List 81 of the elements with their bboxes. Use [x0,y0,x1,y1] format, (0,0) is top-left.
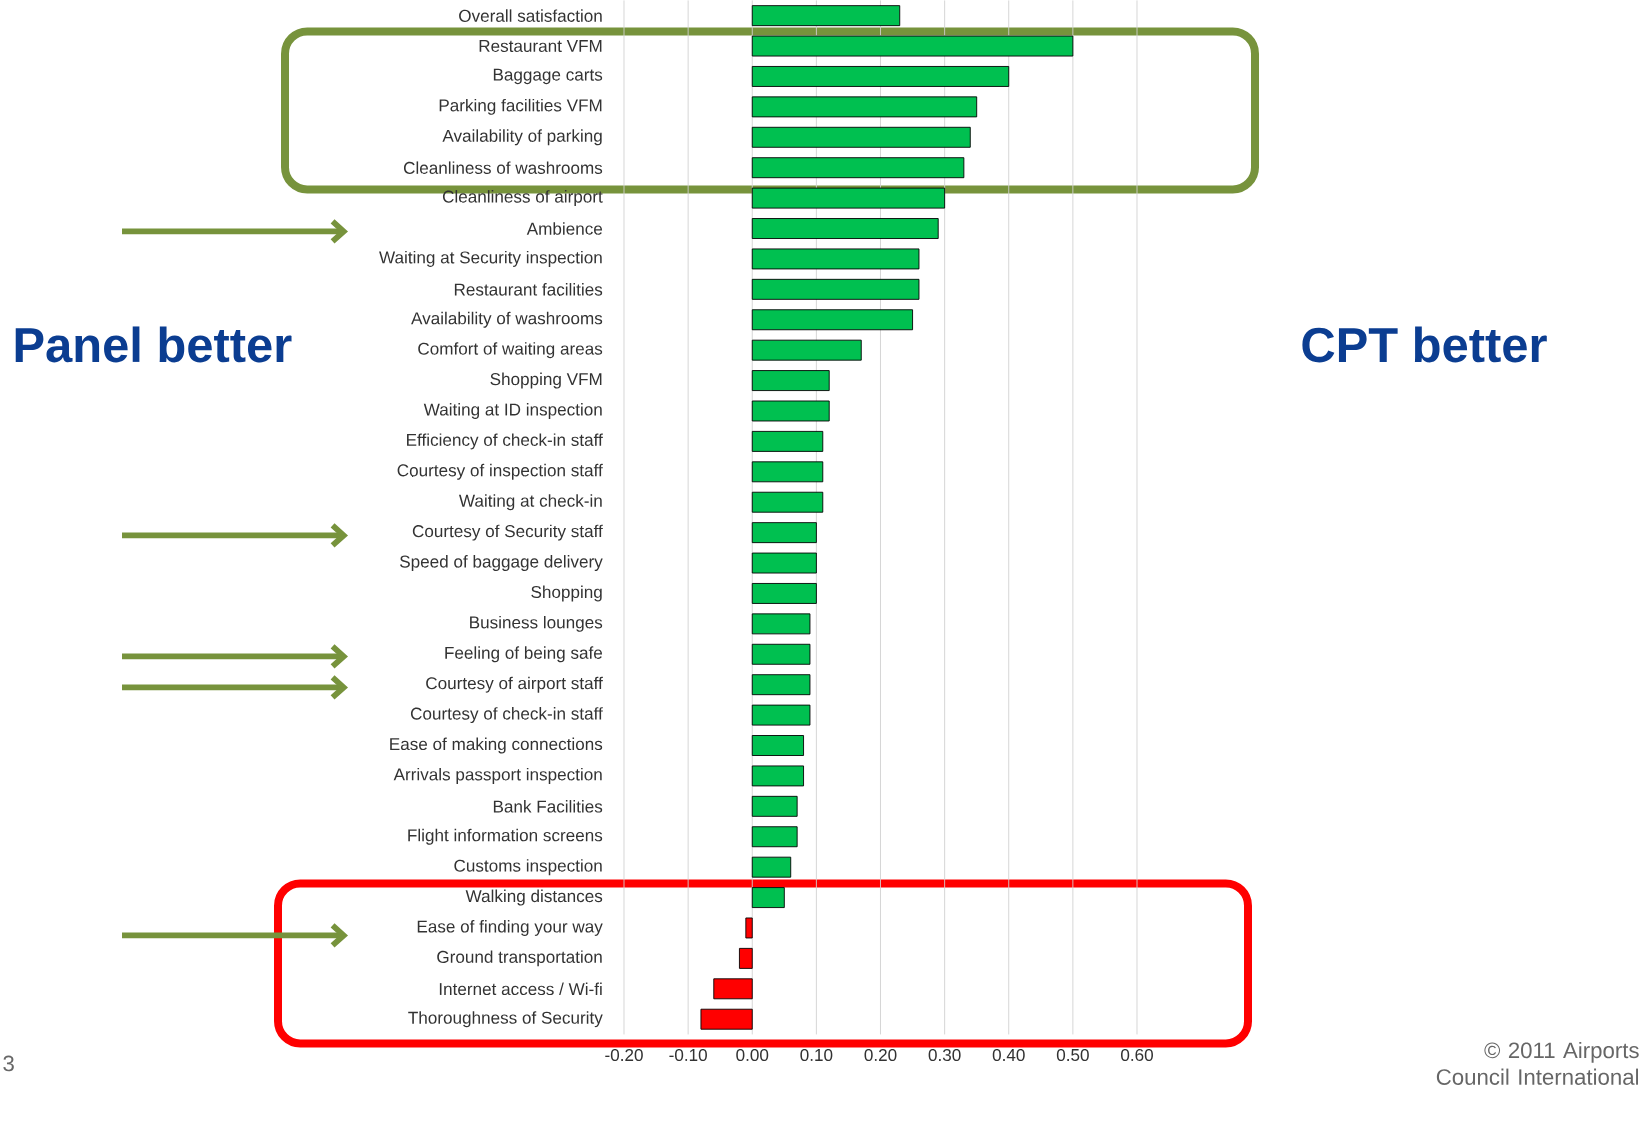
y-tick-label: Shopping [531,585,602,602]
bar [751,157,965,178]
bar [751,217,939,239]
y-tick-label: Ambience [526,222,603,235]
y-tick-label: Waiting at check-in [458,494,602,510]
y-tick-label: Shopping VFM [490,372,602,389]
y-tick-label: Walking distances [465,889,603,906]
y-tick-label: Ease of finding your way [417,919,603,936]
x-tick-label: 0.30 [928,1048,961,1061]
y-tick-label: Availability of washrooms [411,311,603,328]
bar [751,339,862,361]
bar [751,461,824,483]
y-tick-label: Courtesy of Security staff [412,524,603,541]
bar [751,582,817,604]
y-tick-label: Availability of parking [442,129,602,146]
x-tick-label: 0.20 [864,1048,897,1061]
y-tick-label: Parking facilities VFM [439,98,602,115]
bar [738,947,753,969]
bar [713,978,753,1000]
bar [751,674,811,695]
bar [751,369,830,391]
y-tick-label: Restaurant facilities [454,282,603,296]
x-tick-label: -0.10 [669,1048,707,1061]
bar [751,278,920,300]
bar [751,613,811,635]
bar [751,491,824,513]
bar [751,734,805,756]
bar [751,35,1074,57]
y-tick-label: Flight information screens [408,828,603,845]
y-tick-label: Cleanliness of washrooms [403,161,603,174]
text: © 2011 Airports Council International [1436,1041,1639,1085]
bar [751,856,792,878]
y-tick-label: Thoroughness of Security [408,1011,603,1027]
bar [751,248,920,270]
y-tick-label: Courtesy of airport staff [426,676,603,693]
bar [751,4,901,26]
x-tick-label: 0.40 [992,1048,1025,1061]
bar [751,704,811,726]
bar [751,795,798,817]
text: CPT better [1302,326,1547,363]
bar [751,96,978,118]
x-tick-label: 0.60 [1121,1048,1153,1061]
y-tick-label: Cleanliness of airport [442,189,603,206]
y-tick-label: Comfort of waiting areas [418,341,603,358]
y-tick-label: Overall satisfaction [459,9,602,22]
y-tick-label: Baggage carts [493,68,603,84]
bar [751,886,785,908]
y-tick-label: Bank Facilities [493,799,603,813]
y-tick-label: Internet access / Wi-fi [439,982,602,995]
text: Panel better [15,326,292,363]
bar [745,917,753,939]
y-tick-label: Courtesy of inspection staff [397,463,603,480]
text: 3 [3,1055,14,1072]
y-tick-label: Waiting at Security inspection [379,250,602,267]
bar [751,826,798,847]
y-tick-label: Restaurant VFM [479,39,602,52]
y-tick-label: Arrivals passport inspection [393,767,602,784]
bar [751,430,824,452]
y-tick-label: Courtesy of check-in staff [410,706,603,723]
bar [751,521,817,543]
bar [751,187,946,209]
x-tick-label: 0.50 [1056,1048,1089,1061]
x-tick-label: -0.20 [605,1048,643,1061]
bar [751,765,805,787]
y-tick-label: Speed of baggage delivery [400,554,603,571]
x-tick-label: 0.00 [736,1048,769,1061]
y-tick-label: Customs inspection [454,858,602,875]
bar [751,400,830,422]
bar [751,309,914,330]
y-tick-label: Ground transportation [437,950,602,967]
bar [751,126,971,148]
y-tick-label: Feeling of being safe [445,646,603,663]
x-tick-label: 0.10 [800,1048,833,1061]
y-tick-label: Waiting at ID inspection [423,402,602,419]
bar [700,1008,753,1030]
bar [751,643,811,665]
y-tick-label: Efficiency of check-in staff [407,433,603,450]
bar [751,65,1010,87]
y-tick-label: Ease of making connections [390,737,603,754]
y-tick-label: Business lounges [470,615,603,632]
bar [751,552,817,574]
